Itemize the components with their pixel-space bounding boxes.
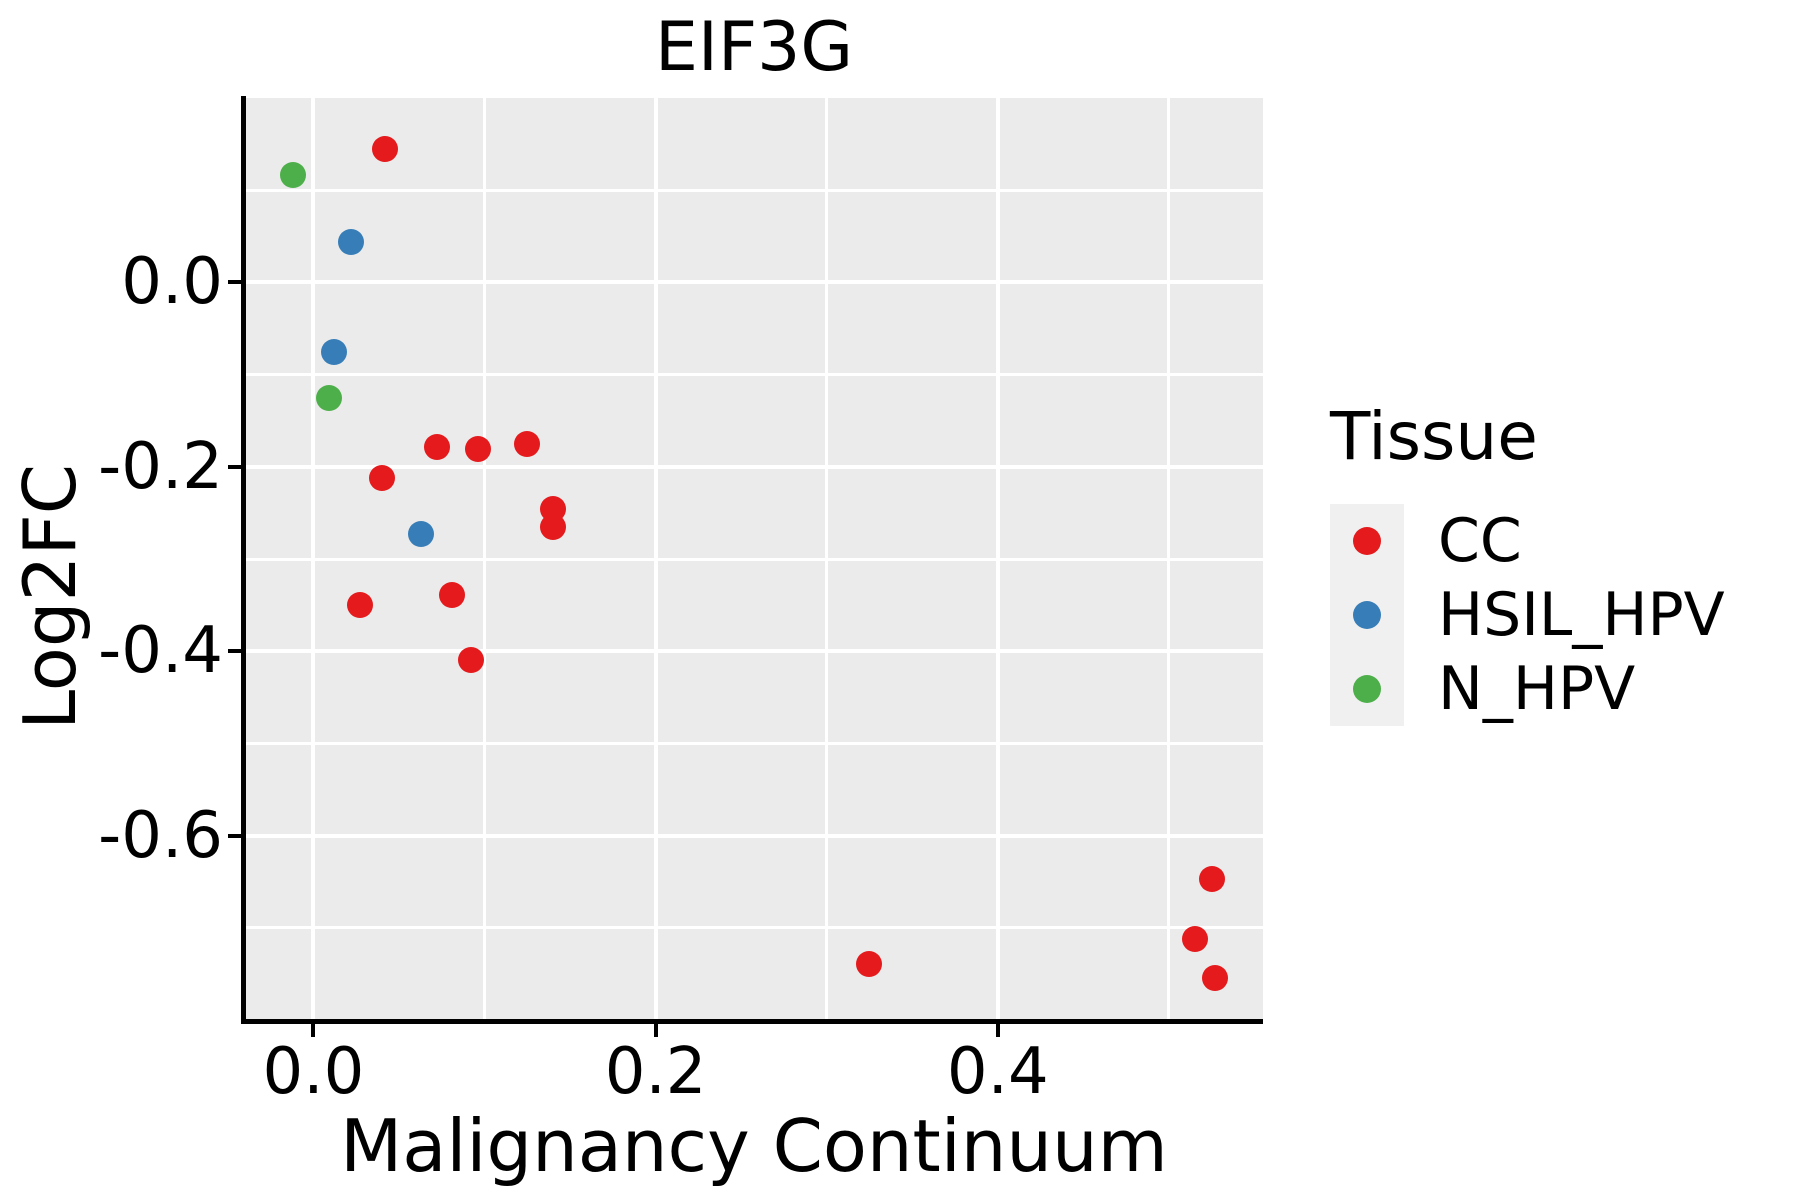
data-point-cc xyxy=(1202,964,1229,991)
x-tick-label: 0.2 xyxy=(604,1035,707,1109)
y-tick-label: -0.4 xyxy=(98,614,223,689)
y-minor-gridline xyxy=(245,557,1263,561)
data-point-cc xyxy=(439,581,466,608)
legend-rows: CC HSIL_HPV N_HPV xyxy=(1330,504,1790,726)
y-axis-title: Log2FC xyxy=(8,464,92,730)
y-minor-gridline xyxy=(245,188,1263,192)
legend-dot-icon xyxy=(1353,675,1381,703)
legend-key-box xyxy=(1330,504,1404,578)
data-point-hsil_hpv xyxy=(408,521,435,548)
y-minor-gridline xyxy=(245,373,1263,377)
x-tick-mark xyxy=(995,1024,1000,1037)
x-major-gridline xyxy=(653,98,658,1020)
data-point-cc xyxy=(423,434,450,461)
y-tick-mark xyxy=(228,649,241,654)
x-tick-label: 0.4 xyxy=(946,1035,1049,1109)
data-point-cc xyxy=(539,513,566,540)
data-point-cc xyxy=(457,647,484,674)
x-major-gridline xyxy=(995,98,1000,1020)
data-point-cc xyxy=(372,135,399,162)
y-major-gridline xyxy=(245,280,1263,285)
y-major-gridline xyxy=(245,464,1263,469)
y-major-gridline xyxy=(245,833,1263,838)
x-axis-line xyxy=(241,1019,1263,1024)
legend-item-hsil_hpv: HSIL_HPV xyxy=(1330,578,1790,652)
x-axis-title: Malignancy Continuum xyxy=(340,1104,1168,1188)
data-point-cc xyxy=(856,950,883,977)
plot-panel xyxy=(245,98,1263,1020)
legend-key-box xyxy=(1330,578,1404,652)
x-tick-mark xyxy=(653,1024,658,1037)
legend-title: Tissue xyxy=(1330,398,1538,475)
y-tick-mark xyxy=(228,833,241,838)
y-tick-label: -0.2 xyxy=(98,429,223,504)
y-tick-mark xyxy=(228,464,241,469)
legend-item-label: HSIL_HPV xyxy=(1438,580,1725,650)
legend-key-box xyxy=(1330,652,1404,726)
y-axis-title-text: Log2FC xyxy=(8,463,92,731)
data-point-cc xyxy=(464,436,491,463)
y-minor-gridline xyxy=(245,741,1263,745)
data-point-hsil_hpv xyxy=(338,228,365,255)
legend-dot-icon xyxy=(1353,601,1381,629)
data-point-cc xyxy=(346,592,373,619)
y-minor-gridline xyxy=(245,926,1263,930)
x-tick-mark xyxy=(311,1024,316,1037)
y-tick-label: 0.0 xyxy=(121,245,223,320)
legend-item-n_hpv: N_HPV xyxy=(1330,652,1790,726)
data-point-n_hpv xyxy=(279,162,306,189)
data-point-cc xyxy=(368,464,395,491)
legend-dot-icon xyxy=(1353,527,1381,555)
data-point-n_hpv xyxy=(315,384,342,411)
data-point-cc xyxy=(514,430,541,457)
x-tick-label: 0.0 xyxy=(262,1035,365,1109)
x-major-gridline xyxy=(311,98,316,1020)
y-tick-mark xyxy=(228,280,241,285)
data-point-cc xyxy=(1198,865,1225,892)
y-tick-label: -0.6 xyxy=(98,798,223,873)
data-point-hsil_hpv xyxy=(320,338,347,365)
legend: Tissue CC HSIL_HPV N_HPV xyxy=(1330,400,1790,726)
legend-item-label: N_HPV xyxy=(1438,654,1636,724)
y-axis-line xyxy=(241,96,246,1024)
plot-title: EIF3G xyxy=(654,8,854,87)
data-point-cc xyxy=(1181,925,1208,952)
legend-item-label: CC xyxy=(1438,506,1522,576)
y-major-gridline xyxy=(245,649,1263,654)
legend-item-cc: CC xyxy=(1330,504,1790,578)
